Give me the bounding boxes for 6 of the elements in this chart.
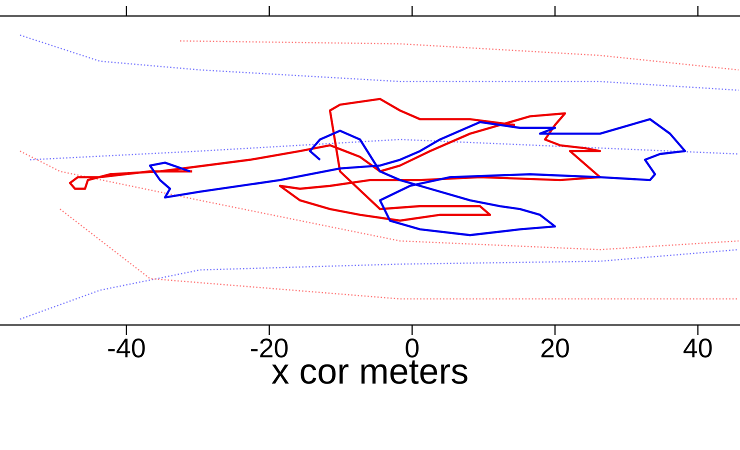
- x-tick-label: 40: [684, 338, 712, 358]
- x-tick-label: -40: [108, 338, 145, 358]
- x-tick-label: 0: [406, 338, 419, 358]
- x-tick-label: 20: [541, 338, 569, 358]
- x-axis-title: x cor meters: [272, 360, 468, 384]
- x-tick-label: -20: [251, 338, 288, 358]
